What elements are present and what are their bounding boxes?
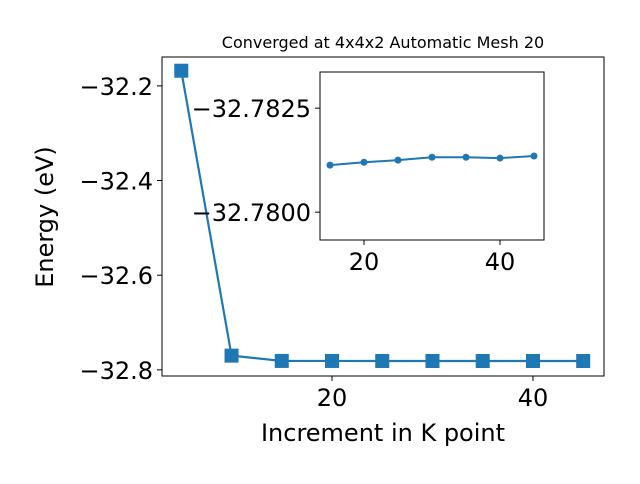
x-tick-label: 40 (518, 384, 549, 412)
chart-title: Converged at 4x4x2 Automatic Mesh 20 (222, 33, 544, 52)
y-tick-label: −32.7825 (192, 95, 311, 123)
marker (428, 153, 436, 161)
marker (325, 353, 340, 368)
x-axis-label: Increment in K point (261, 419, 505, 447)
marker (496, 154, 504, 162)
x-tick-label: 20 (349, 248, 380, 276)
marker (462, 153, 470, 161)
y-tick-label: −32.6 (79, 262, 153, 290)
marker (174, 63, 189, 78)
marker (360, 158, 368, 166)
y-tick-label: −32.7800 (192, 199, 311, 227)
y-tick-label: −32.2 (79, 73, 153, 101)
marker (224, 348, 239, 363)
marker (394, 156, 402, 164)
marker (274, 353, 289, 368)
marker (375, 353, 390, 368)
y-tick-label: −32.8 (79, 357, 153, 385)
marker (530, 152, 538, 160)
y-tick-label: −32.4 (79, 168, 153, 196)
marker (425, 354, 440, 369)
marker (525, 353, 540, 368)
x-tick-label: 40 (485, 248, 516, 276)
x-tick-label: 20 (317, 384, 348, 412)
marker (475, 354, 490, 369)
y-axis-label: Energy (eV) (31, 146, 59, 288)
marker (576, 354, 591, 369)
marker (326, 161, 334, 169)
